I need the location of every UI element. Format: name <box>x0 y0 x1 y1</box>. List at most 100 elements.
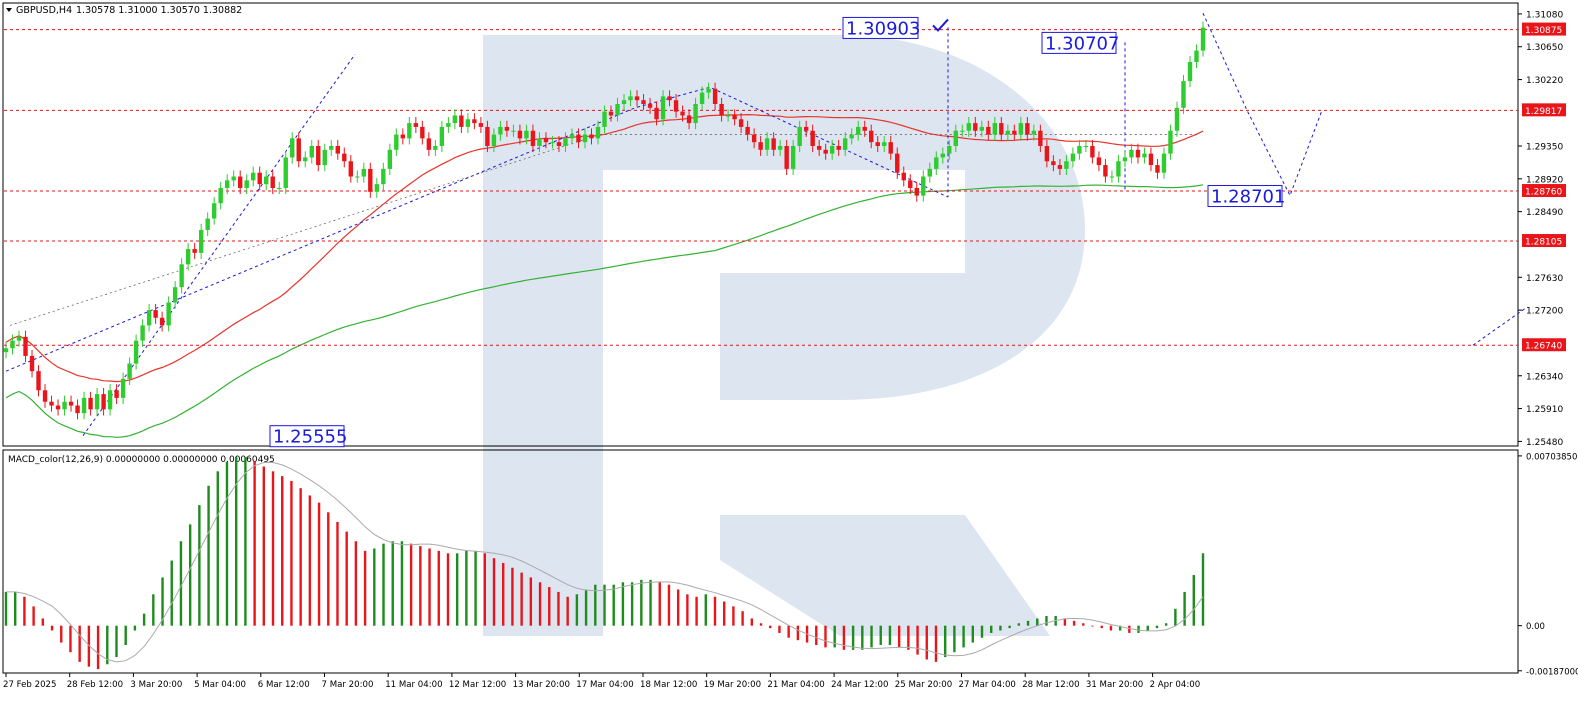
macd-bar <box>78 625 81 662</box>
candle-body <box>563 138 568 146</box>
candle-body <box>16 336 22 341</box>
candle-body <box>114 390 119 398</box>
candle-body <box>224 180 230 188</box>
candle-body <box>576 134 581 143</box>
candle-body <box>550 142 555 144</box>
candle-body <box>218 187 223 204</box>
candle-body <box>413 123 419 127</box>
candle-body <box>426 138 432 150</box>
candle-body <box>491 134 497 146</box>
macd-bar <box>557 591 560 626</box>
macd-bar <box>640 579 643 626</box>
candle-body <box>1025 123 1030 135</box>
price-tick-label: 1.28490 <box>1526 208 1563 218</box>
candle-body <box>960 130 965 132</box>
macd-bar <box>271 471 275 626</box>
macd-bar <box>934 625 938 662</box>
macd-bar <box>1174 608 1177 626</box>
candle-body <box>901 172 906 181</box>
candle-body <box>686 115 692 124</box>
candle-body <box>146 310 152 326</box>
macd-tick-label: 0.00 <box>1526 622 1545 632</box>
candle-body <box>159 317 165 326</box>
macd-bar <box>1164 623 1168 626</box>
macd-bar <box>14 591 17 626</box>
macd-bar <box>796 625 800 641</box>
macd-bar <box>1026 620 1030 626</box>
candle-body <box>777 145 783 150</box>
candle-body <box>615 104 620 116</box>
macd-bar <box>373 548 376 626</box>
macd-bar <box>769 625 772 629</box>
candle-body <box>934 157 939 169</box>
candle-body <box>992 123 998 135</box>
macd-bar <box>778 625 781 633</box>
macd-bar <box>363 550 367 626</box>
macd-bar <box>50 625 54 631</box>
level-price-label: 1.26740 <box>1525 342 1562 352</box>
candle-body <box>634 96 640 101</box>
candle-body <box>556 142 562 146</box>
time-tick-label: 24 Mar 12:00 <box>831 680 888 690</box>
candle-body <box>303 157 308 162</box>
candle-body <box>693 104 698 124</box>
candle-body <box>198 229 204 253</box>
macd-bar <box>234 456 238 626</box>
candle-body <box>1122 157 1128 162</box>
macd-bar <box>41 618 45 626</box>
candle-body <box>231 176 236 181</box>
macd-bar <box>750 618 754 626</box>
candle-body <box>1109 176 1115 178</box>
candle-body <box>1090 145 1095 158</box>
macd-bar <box>888 625 892 645</box>
macd-bar <box>658 582 661 626</box>
time-tick-label: 27 Feb 2025 <box>3 680 56 690</box>
time-tick-label: 21 Mar 04:00 <box>767 680 824 690</box>
candle-body <box>270 176 275 188</box>
candle-body <box>3 348 9 353</box>
candle-body <box>1012 130 1017 135</box>
candle-body <box>296 138 301 162</box>
candle-body <box>511 130 516 132</box>
dropdown-triangle-icon[interactable] <box>6 8 12 12</box>
moving-average-red <box>5 113 1204 383</box>
candle-body <box>524 130 529 139</box>
candle-body <box>29 355 35 372</box>
macd-bar <box>538 582 542 626</box>
macd-bar <box>741 611 744 626</box>
candle-body <box>1070 153 1076 162</box>
macd-bar <box>1036 618 1039 626</box>
macd-panel-frame <box>2 449 1519 674</box>
candle-body <box>485 126 490 146</box>
macd-bar <box>815 625 818 645</box>
annotation-box <box>842 16 919 39</box>
annotation-label: 1.28701 <box>1211 187 1285 208</box>
level-price-label: 1.28760 <box>1525 188 1562 198</box>
level-price-badge <box>1522 22 1566 36</box>
candle-body <box>908 180 913 188</box>
candle-body <box>1181 81 1186 108</box>
macd-bar <box>1201 553 1205 626</box>
macd-bar <box>566 596 569 626</box>
candle-body <box>849 134 854 139</box>
candle-body <box>407 123 412 139</box>
candle-body <box>244 180 249 188</box>
time-tick-label: 3 Mar 20:00 <box>130 680 182 690</box>
candle-body <box>153 310 158 318</box>
candle-body <box>420 126 425 139</box>
candle-body <box>862 126 867 131</box>
candle-body <box>120 378 126 398</box>
annotation-label: 1.30903 <box>846 18 920 39</box>
candle-body <box>387 149 393 169</box>
macd-tick-label: 0.00703850 <box>1526 452 1577 462</box>
candle-body <box>1168 130 1173 154</box>
candle-body <box>602 111 607 127</box>
level-price-label: 1.28105 <box>1525 238 1562 248</box>
candle-body <box>361 168 366 177</box>
candle-body <box>1031 130 1037 135</box>
candle-body <box>1057 165 1063 169</box>
candle-body <box>608 111 614 116</box>
candle-body <box>23 336 28 356</box>
